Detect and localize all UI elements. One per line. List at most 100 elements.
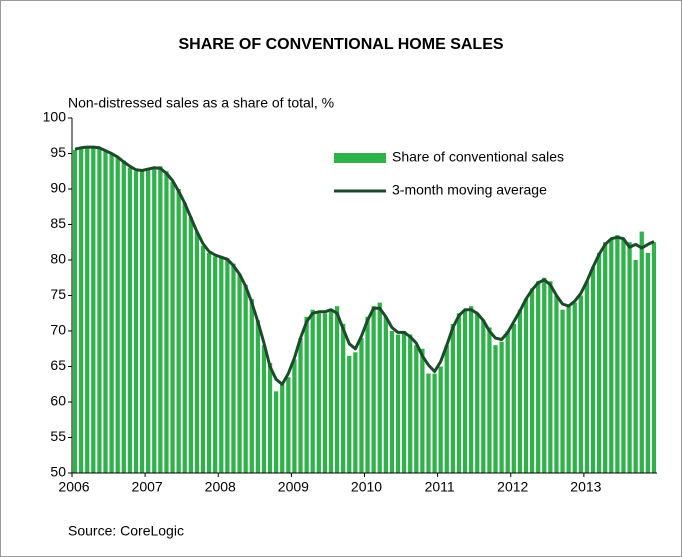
bar xyxy=(213,256,218,473)
bar xyxy=(316,313,321,473)
bar xyxy=(97,147,102,473)
bar xyxy=(200,245,206,473)
legend-label: 3-month moving average xyxy=(392,182,547,198)
bar xyxy=(91,146,96,473)
chart-title: SHARE OF CONVENTIONAL HOME SALES xyxy=(178,36,503,53)
bar xyxy=(499,341,504,473)
bar xyxy=(127,167,133,473)
y-tick-label: 100 xyxy=(43,109,67,125)
bar xyxy=(444,345,449,473)
bar xyxy=(194,231,200,473)
bar xyxy=(188,217,193,473)
bar xyxy=(523,299,529,473)
bar xyxy=(85,146,90,473)
bar xyxy=(584,281,590,473)
y-tick-label: 60 xyxy=(50,393,66,409)
legend-swatch xyxy=(334,153,386,163)
bar xyxy=(158,166,163,473)
bar xyxy=(517,309,523,473)
bar xyxy=(206,252,212,473)
bar xyxy=(146,169,151,473)
bar xyxy=(487,327,492,473)
bar xyxy=(615,235,620,473)
bar xyxy=(651,242,657,473)
bar xyxy=(566,306,571,473)
bar xyxy=(621,238,626,473)
bar xyxy=(389,331,395,473)
bar xyxy=(353,352,358,473)
y-tick-label: 85 xyxy=(50,215,66,231)
bar xyxy=(152,167,157,473)
bar xyxy=(511,323,516,473)
bar xyxy=(304,316,309,473)
y-tick-label: 80 xyxy=(50,251,66,267)
bar xyxy=(462,309,468,473)
bar xyxy=(170,181,175,473)
bar xyxy=(286,377,291,473)
x-tick-label: 2008 xyxy=(205,479,236,495)
bar xyxy=(280,384,285,473)
bar xyxy=(139,171,145,473)
bar xyxy=(231,263,236,473)
bar xyxy=(255,320,260,473)
bar xyxy=(609,238,614,473)
bar xyxy=(426,373,431,473)
bar xyxy=(328,309,334,473)
bar xyxy=(401,331,407,473)
bar xyxy=(590,267,596,473)
bar xyxy=(365,316,370,473)
bar xyxy=(505,331,510,473)
bar xyxy=(432,373,437,473)
x-tick-label: 2013 xyxy=(570,479,601,495)
y-tick-label: 95 xyxy=(50,144,66,160)
bar xyxy=(292,359,297,473)
bar xyxy=(225,258,230,473)
y-tick-label: 55 xyxy=(50,428,66,444)
bar xyxy=(560,309,565,473)
bar xyxy=(109,153,114,473)
bar xyxy=(438,366,443,473)
bar xyxy=(578,295,583,473)
y-tick-label: 65 xyxy=(50,357,66,373)
bar xyxy=(456,313,462,473)
bar xyxy=(310,309,315,473)
x-tick-label: 2011 xyxy=(425,479,455,495)
bar xyxy=(341,323,346,473)
bar xyxy=(115,157,120,474)
bar xyxy=(536,281,541,473)
bar xyxy=(334,306,340,473)
bar xyxy=(596,252,602,473)
bar xyxy=(572,302,577,473)
bar xyxy=(267,362,273,473)
bar xyxy=(298,338,303,473)
bar xyxy=(371,306,376,473)
bar xyxy=(103,149,108,473)
y-tick-label: 50 xyxy=(50,464,66,480)
bar xyxy=(493,345,498,473)
bar xyxy=(133,171,139,473)
bar xyxy=(481,320,486,473)
source: Source: CoreLogic xyxy=(68,523,184,539)
bar xyxy=(274,391,279,473)
x-tick-label: 2010 xyxy=(351,479,382,495)
bar xyxy=(420,348,425,473)
y-tick-label: 90 xyxy=(50,180,66,196)
x-tick-label: 2006 xyxy=(58,479,89,495)
bar xyxy=(603,242,608,473)
bar xyxy=(542,277,547,473)
x-tick-label: 2009 xyxy=(278,479,309,495)
bar xyxy=(395,334,401,473)
bar xyxy=(249,299,254,473)
bar xyxy=(529,288,535,473)
bar xyxy=(408,334,413,473)
x-tick-label: 2012 xyxy=(497,479,528,495)
bar xyxy=(627,242,632,473)
bar xyxy=(414,345,419,473)
moving-average-line xyxy=(74,145,655,386)
bar xyxy=(237,274,242,473)
bar xyxy=(243,284,248,473)
bar xyxy=(359,338,364,473)
bar xyxy=(79,147,84,473)
bar xyxy=(377,302,382,473)
bar xyxy=(164,171,169,473)
